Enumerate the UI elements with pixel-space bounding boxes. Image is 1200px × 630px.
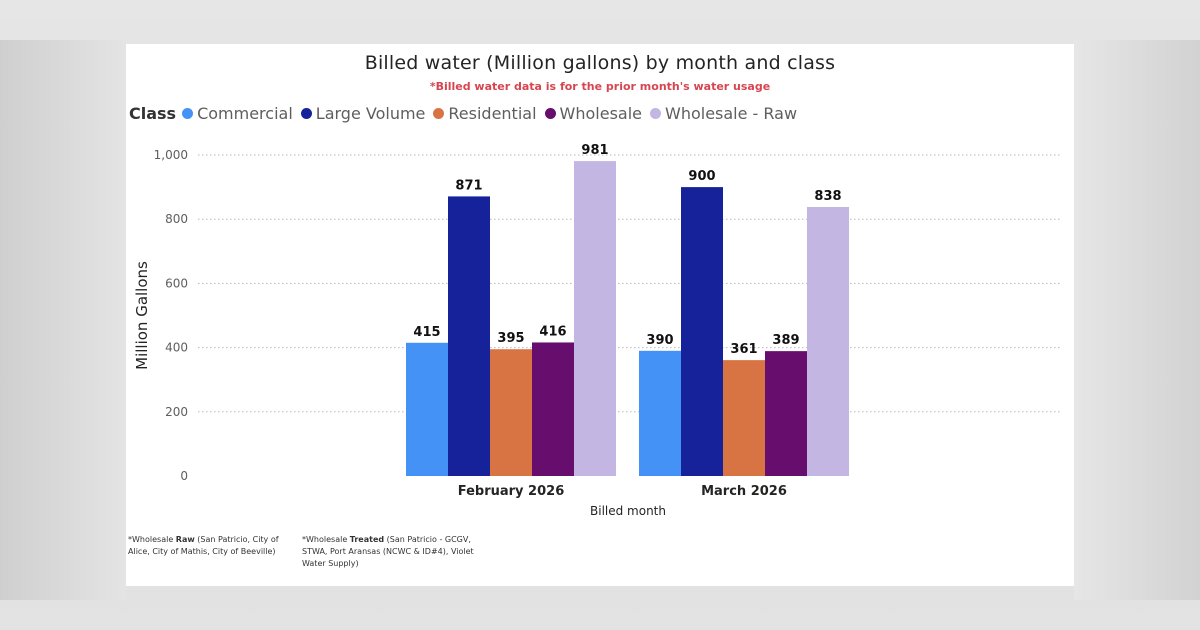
x-tick-label: March 2026 <box>701 484 787 499</box>
legend-label: Wholesale <box>559 104 642 123</box>
blurred-backdrop-right <box>1074 40 1200 600</box>
note-treated-bold: Treated <box>349 535 385 544</box>
note-treated-text: (San Patricio - GCGV, STWA, Port Aransas… <box>302 535 474 568</box>
blurred-backdrop-left <box>0 40 126 600</box>
bar-chart: 0 200 400 600 800 1,000 Million Gallons 415 871 3… <box>133 143 1061 518</box>
data-label: 395 <box>497 331 524 346</box>
legend-marker <box>300 108 312 119</box>
chart-legend: Class Commercial Large Volume Residential W… <box>129 104 805 123</box>
data-label: 871 <box>455 178 482 193</box>
x-tick-label: February 2026 <box>458 484 565 499</box>
data-label: 838 <box>814 189 841 204</box>
bar <box>574 161 616 476</box>
legend-item[interactable]: Wholesale - Raw <box>650 104 797 123</box>
data-label: 981 <box>581 143 608 158</box>
y-tick-label: 800 <box>165 212 188 226</box>
bar <box>807 207 849 476</box>
legend-label: Residential <box>448 104 537 123</box>
legend-label: Wholesale - Raw <box>665 104 798 123</box>
note-raw-text: (San Patricio, City of Alice, City of Ma… <box>128 535 279 556</box>
bar <box>448 196 490 476</box>
legend-title: Class <box>129 104 177 123</box>
y-tick-label: 0 <box>180 469 188 483</box>
legend-item[interactable]: Commercial <box>182 104 293 123</box>
note-wholesale-raw: *Wholesale Raw (San Patricio, City of Al… <box>128 534 293 558</box>
legend-label: Large Volume <box>315 104 426 123</box>
legend-marker <box>650 108 661 119</box>
data-label: 416 <box>539 324 566 339</box>
data-label: 900 <box>688 169 715 184</box>
bar <box>765 351 807 476</box>
data-label: 415 <box>413 325 440 340</box>
data-label: 390 <box>646 333 673 348</box>
chart-title: Billed water (Million gallons) by month … <box>364 52 836 74</box>
note-treated-prefix: *Wholesale <box>302 535 350 544</box>
bar <box>681 187 723 476</box>
legend-marker <box>544 108 556 119</box>
note-wholesale-treated: *Wholesale Treated (San Patricio - GCGV,… <box>302 534 492 570</box>
legend-items: Commercial Large Volume Residential Wholesa… <box>182 104 805 123</box>
bar <box>490 349 532 476</box>
bar <box>406 342 448 476</box>
data-label: 361 <box>730 342 757 357</box>
legend-item[interactable]: Large Volume <box>300 104 426 123</box>
note-raw-prefix: *Wholesale <box>128 535 176 544</box>
y-tick-label: 200 <box>165 405 188 419</box>
bar <box>723 360 765 476</box>
y-tick-label: 400 <box>165 341 188 355</box>
data-label: 389 <box>772 333 799 348</box>
legend-marker <box>433 108 445 119</box>
y-axis-title: Million Gallons <box>133 261 151 370</box>
x-axis-title: Billed month <box>590 504 666 518</box>
y-tick-label: 1,000 <box>154 148 188 162</box>
y-tick-label: 600 <box>165 276 188 290</box>
legend-item[interactable]: Residential <box>433 104 537 123</box>
chart-subtitle: *Billed water data is for the prior mont… <box>429 80 771 93</box>
bar <box>532 342 574 476</box>
legend-item[interactable]: Wholesale <box>544 104 642 123</box>
legend-label: Commercial <box>197 104 293 123</box>
bar <box>639 350 681 476</box>
note-raw-bold: Raw <box>175 535 195 544</box>
legend-marker <box>182 108 194 119</box>
chart-card: Billed water (Million gallons) by month … <box>126 44 1074 586</box>
